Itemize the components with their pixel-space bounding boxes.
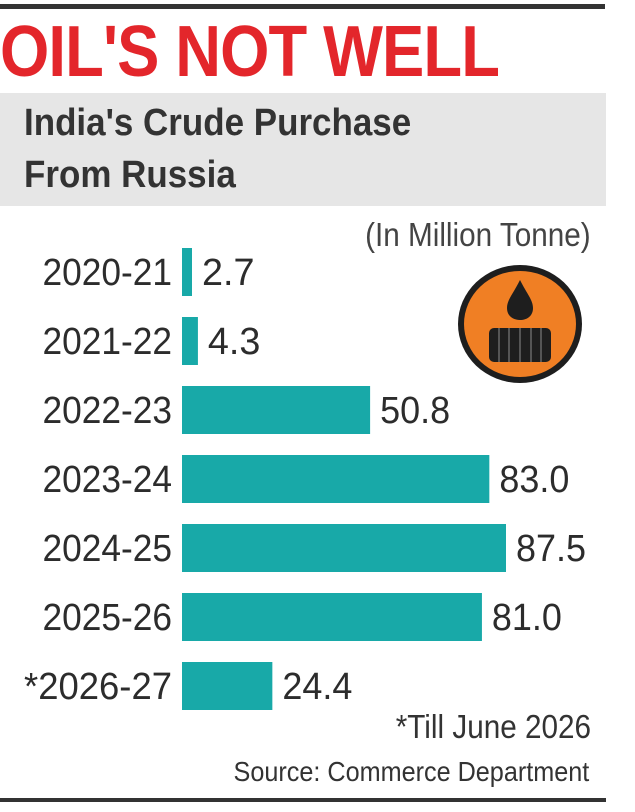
chart-title: India's Crude Purchase From Russia [24,97,539,201]
data-label: 87.5 [516,528,586,570]
footnote: *Till June 2026 [395,708,591,745]
category-label: 2024-25 [43,528,173,570]
category-label: *2026-27 [24,666,172,708]
bar [182,248,192,296]
chart-title-line1: India's Crude Purchase [24,102,412,144]
unit-label: (In Million Tonne) [365,216,591,253]
data-label: 83.0 [499,459,569,501]
data-label: 2.7 [202,252,255,294]
bottom-rule [0,798,606,802]
bar [182,455,490,503]
data-label: 50.8 [380,390,450,432]
bar [182,386,371,434]
category-label: 2021-22 [43,321,173,363]
bar [182,317,198,365]
data-label: 81.0 [492,597,562,639]
category-label: 2023-24 [43,459,173,501]
subhead-box: India's Crude Purchase From Russia [0,93,606,206]
bar [182,593,482,641]
category-label: 2020-21 [43,252,173,294]
bar-chart: 2020-21 2.7 2021-22 4.3 2022-23 50.8 2023-24 83… [24,248,586,710]
category-label: 2025-26 [43,597,173,639]
headline: OIL'S NOT WELL [0,12,500,92]
top-rule [0,4,605,9]
bar [182,662,273,710]
data-label: 24.4 [282,666,352,708]
chart-title-line2: From Russia [24,154,236,196]
source-note: Source: Commerce Department [233,756,589,787]
oil-barrel-drop-icon [458,265,582,383]
bar [182,524,506,572]
data-label: 4.3 [208,321,261,363]
category-label: 2022-23 [43,390,173,432]
